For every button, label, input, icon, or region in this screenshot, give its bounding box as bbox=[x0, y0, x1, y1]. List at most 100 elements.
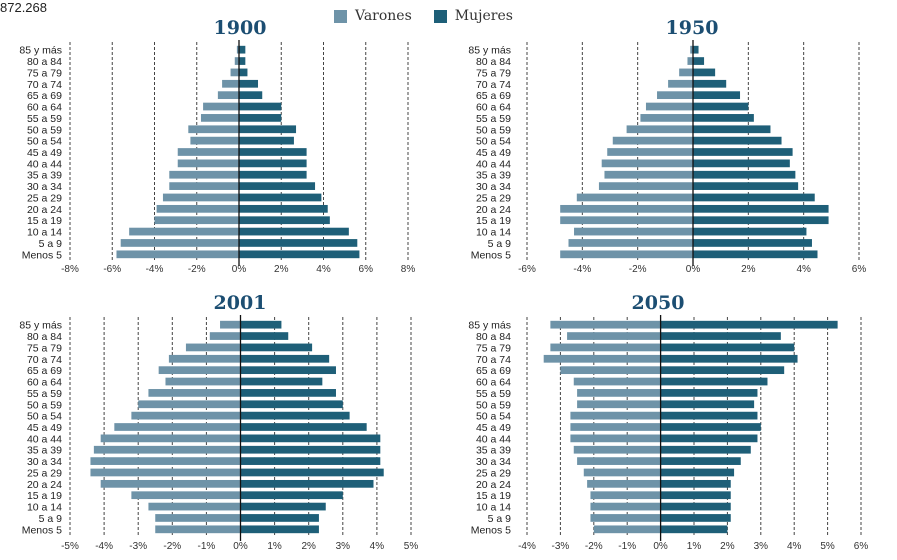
chart-2050-bar-mujeres bbox=[660, 491, 731, 500]
chart-1900-tick-label: 2% bbox=[274, 264, 289, 275]
chart-2001-bar-varones bbox=[100, 479, 241, 488]
chart-1950-bar-varones bbox=[598, 182, 693, 190]
chart-2001-bar-varones bbox=[148, 389, 241, 397]
chart-2001-bar-mujeres bbox=[240, 320, 282, 329]
chart-2001-bar-varones bbox=[93, 445, 241, 454]
chart-2050-category-label: 75 a 79 bbox=[476, 342, 511, 354]
chart-1900-bar-mujeres bbox=[239, 136, 294, 145]
chart-2050-bar-mujeres bbox=[660, 320, 838, 329]
chart-1900-bar-mujeres bbox=[239, 91, 263, 100]
chart-1950-bar-mujeres bbox=[693, 102, 749, 111]
chart-1950-bar-varones bbox=[568, 239, 693, 247]
chart-2050-tick-label: -3% bbox=[552, 541, 570, 552]
chart-1950-bar-varones bbox=[560, 204, 693, 213]
chart-2001-bar-varones bbox=[185, 343, 241, 352]
chart-1950-category-label: 75 a 79 bbox=[476, 67, 511, 79]
chart-2001-bar-mujeres bbox=[240, 411, 350, 420]
chart-2050-category-label: 45 a 49 bbox=[476, 422, 511, 434]
chart-2001-bar-varones bbox=[114, 423, 241, 431]
chart-2050-bar-varones bbox=[570, 411, 661, 420]
chart-1950-category-label: 40 a 44 bbox=[476, 158, 511, 170]
chart-1950-category-label: 35 a 39 bbox=[476, 170, 511, 182]
chart-2050-category-label: Menos 5 bbox=[471, 524, 511, 536]
chart-1900-bar-varones bbox=[162, 193, 239, 202]
chart-2001-bar-mujeres bbox=[240, 366, 336, 375]
chart-2050-category-label: 85 y más bbox=[468, 320, 511, 332]
corner-value-label: 872.268 bbox=[0, 0, 47, 15]
chart-2050-bar-mujeres bbox=[660, 445, 751, 454]
chart-2050-tick-label: 2% bbox=[720, 541, 735, 552]
chart-2001-category-label: 65 a 69 bbox=[27, 365, 62, 377]
chart-2050-bar-mujeres bbox=[660, 502, 731, 511]
chart-1900-bar-mujeres bbox=[239, 114, 282, 122]
chart-1900-tick-label: 8% bbox=[401, 264, 416, 275]
chart-2001-bar-varones bbox=[155, 525, 241, 534]
chart-1950-category-label: 5 a 9 bbox=[488, 238, 512, 250]
legend-label-varones: Varones bbox=[355, 8, 412, 24]
legend-swatch-varones bbox=[334, 9, 347, 23]
chart-1900-category-label: 20 a 24 bbox=[27, 204, 62, 216]
chart-2050-bar-mujeres bbox=[660, 343, 795, 352]
chart-2050-category-label: 30 a 34 bbox=[476, 456, 511, 468]
chart-1950-tick-label: 2% bbox=[741, 264, 756, 275]
chart-2050-bar-mujeres bbox=[660, 457, 741, 465]
chart-1950-bar-varones bbox=[645, 102, 693, 111]
chart-1950-bar-varones bbox=[640, 114, 693, 122]
chart-1900-bar-mujeres bbox=[239, 125, 297, 134]
legend-item-varones: Varones bbox=[334, 8, 412, 24]
chart-1900-category-label: 10 a 14 bbox=[27, 227, 62, 239]
chart-2001-category-label: 5 a 9 bbox=[39, 513, 63, 525]
chart-2050-bar-mujeres bbox=[660, 377, 768, 386]
chart-2001-bar-mujeres bbox=[240, 445, 381, 454]
chart-2001-tick-label: -5% bbox=[61, 541, 79, 552]
chart-2001-category-label: 55 a 59 bbox=[27, 388, 62, 400]
chart-1900-bar-varones bbox=[236, 45, 239, 54]
chart-1900-category-label: 55 a 59 bbox=[27, 113, 62, 125]
chart-1900-category-label: 15 a 19 bbox=[27, 215, 62, 227]
chart-2001-category-label: 10 a 14 bbox=[27, 502, 62, 514]
chart-1900-category-label: 35 a 39 bbox=[27, 170, 62, 182]
chart-2050-bar-varones bbox=[560, 366, 661, 375]
chart-2001-category-label: 45 a 49 bbox=[27, 422, 62, 434]
chart-2050-bar-mujeres bbox=[660, 389, 758, 397]
chart-1900-bar-mujeres bbox=[239, 182, 316, 190]
chart-1950-category-label: 50 a 59 bbox=[476, 124, 511, 136]
chart-2001-category-label: 25 a 29 bbox=[27, 467, 62, 479]
chart-2050-bar-varones bbox=[590, 514, 661, 522]
chart-2050-bar-mujeres bbox=[660, 468, 735, 477]
chart-2001-bar-varones bbox=[155, 514, 241, 522]
chart-1900-bar-varones bbox=[154, 216, 239, 225]
chart-2001-category-label: 75 a 79 bbox=[27, 342, 62, 354]
chart-2001-category-label: 70 a 74 bbox=[27, 354, 62, 366]
chart-1950-tick-label: 0% bbox=[686, 264, 701, 275]
chart-1950-tick-label: -2% bbox=[629, 264, 647, 275]
chart-2050-bar-mujeres bbox=[660, 400, 755, 409]
chart-2001-bar-mujeres bbox=[240, 479, 374, 488]
chart-2050-tick-label: -2% bbox=[585, 541, 603, 552]
chart-2001-bar-mujeres bbox=[240, 389, 336, 397]
chart-1950-category-label: 60 a 64 bbox=[476, 102, 511, 114]
chart-2001-tick-label: 4% bbox=[370, 541, 385, 552]
chart-2001-tick-label: -3% bbox=[129, 541, 147, 552]
chart-2050-bar-mujeres bbox=[660, 434, 758, 443]
chart-2050-bar-mujeres bbox=[660, 354, 798, 363]
chart-2001-bar-varones bbox=[90, 457, 241, 465]
chart-2001-tick-label: -2% bbox=[163, 541, 181, 552]
chart-2050-bar-varones bbox=[543, 354, 661, 363]
chart-1900-bar-varones bbox=[222, 79, 239, 88]
chart-1900-bar-mujeres bbox=[239, 216, 330, 225]
chart-1950-bar-mujeres bbox=[693, 170, 796, 179]
chart-1900-bar-mujeres bbox=[239, 102, 282, 111]
chart-1950-bar-mujeres bbox=[693, 159, 790, 168]
chart-2050-bar-varones bbox=[577, 400, 661, 409]
chart-1950-bar-varones bbox=[607, 148, 693, 156]
chart-2001-bar-varones bbox=[209, 332, 241, 340]
chart-1950-category-label: Menos 5 bbox=[471, 249, 511, 261]
chart-1900-bar-mujeres bbox=[239, 170, 307, 179]
chart-2050-bar-mujeres bbox=[660, 423, 761, 431]
chart-1950-bar-varones bbox=[560, 250, 693, 259]
chart-1950-bar-mujeres bbox=[693, 125, 771, 134]
chart-1950-bar-varones bbox=[604, 170, 693, 179]
chart-1900-title: 1900 bbox=[214, 17, 267, 39]
